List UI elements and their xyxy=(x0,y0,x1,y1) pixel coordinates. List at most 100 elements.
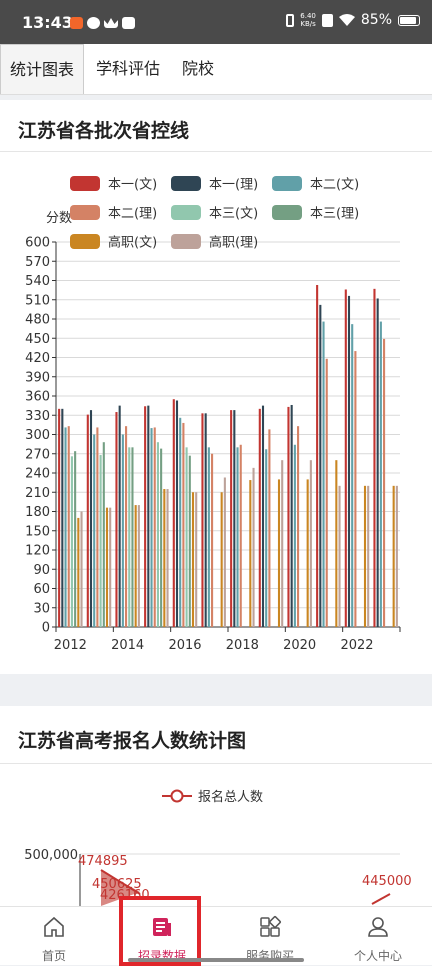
tab-charts[interactable]: 统计图表 xyxy=(0,44,84,94)
bar xyxy=(80,511,83,627)
bar xyxy=(166,489,169,627)
bar xyxy=(195,492,198,627)
y-tick-label: 210 xyxy=(25,486,50,501)
bar xyxy=(316,284,319,627)
battery-icon xyxy=(398,14,420,26)
bar xyxy=(188,455,191,627)
bar xyxy=(290,404,293,627)
bar xyxy=(211,453,214,627)
home-indicator xyxy=(128,958,304,962)
y-tick-label: 300 xyxy=(25,428,50,443)
bar xyxy=(268,429,271,627)
legend-swatch xyxy=(70,205,100,220)
bar xyxy=(201,413,204,627)
bar xyxy=(367,485,370,627)
bar xyxy=(147,405,150,627)
bar xyxy=(373,288,376,627)
bar xyxy=(128,447,131,627)
battery-level: 85% xyxy=(360,12,392,28)
bar xyxy=(93,434,96,627)
bar xyxy=(125,426,128,627)
bar xyxy=(383,338,386,627)
line-chart-legend[interactable]: 报名总人数 xyxy=(162,786,263,805)
tab-discipline-evaluation[interactable]: 学科评估 xyxy=(95,59,160,78)
bar xyxy=(115,412,118,627)
bar xyxy=(233,410,236,627)
bar xyxy=(160,448,163,627)
bar xyxy=(258,408,261,627)
bar xyxy=(131,447,134,627)
legend-swatch xyxy=(171,176,201,191)
nav-home[interactable]: 首页 xyxy=(0,907,108,965)
bar xyxy=(277,479,281,627)
y-tick-label: 600 xyxy=(25,236,50,251)
top-tab-bar: 统计图表 学科评估 院校 xyxy=(0,44,432,95)
highlight-box xyxy=(119,896,201,966)
crown-icon xyxy=(104,18,118,28)
notification-app-icon xyxy=(70,17,83,29)
bar xyxy=(325,358,328,627)
bar xyxy=(153,427,156,627)
bar xyxy=(395,485,398,627)
bar xyxy=(182,422,185,627)
bar xyxy=(351,324,354,627)
data-label: 450625 xyxy=(92,877,142,892)
nav-label: 个人中心 xyxy=(353,949,402,963)
y-tick-label: 480 xyxy=(25,313,50,328)
bar xyxy=(67,426,70,627)
bar xyxy=(64,427,67,627)
y-tick-label: 510 xyxy=(25,293,50,308)
bar xyxy=(204,413,207,627)
nav-profile[interactable]: 个人中心 xyxy=(324,907,432,965)
status-bar: 13:43 6.40 KB/s 85% xyxy=(0,0,432,44)
legend-label: 本二(文) xyxy=(310,178,359,193)
legend-label: 本一(理) xyxy=(209,178,258,193)
home-icon xyxy=(44,916,64,937)
legend-swatch xyxy=(171,205,201,220)
y-tick-label: 360 xyxy=(25,390,50,405)
bar xyxy=(344,289,347,627)
data-label: 445000 xyxy=(362,874,412,889)
bar xyxy=(99,455,102,627)
bar xyxy=(121,434,124,627)
bar xyxy=(105,507,109,627)
bar xyxy=(319,304,322,627)
bar xyxy=(379,321,382,627)
legend-label: 高职(理) xyxy=(209,235,258,251)
y-axis-title: 分数 xyxy=(46,211,72,226)
bar xyxy=(175,400,179,627)
bar xyxy=(392,485,395,627)
y-tick-label: 30 xyxy=(33,601,50,616)
y-tick-label: 420 xyxy=(25,351,50,366)
vibrate-icon xyxy=(286,13,295,27)
y-tick-label: 120 xyxy=(25,544,50,559)
area-shape xyxy=(101,870,140,906)
bar xyxy=(230,410,233,627)
bar xyxy=(249,480,252,627)
bar xyxy=(191,492,195,627)
bar-chart: 0 30 60 90 120 150 180 210 240 270 300 330 360 390 420… xyxy=(25,176,401,653)
bar xyxy=(335,460,338,627)
bar xyxy=(309,460,312,627)
bar xyxy=(281,460,284,627)
y-tick-label: 90 xyxy=(33,563,50,578)
bar xyxy=(150,428,153,627)
bar xyxy=(89,410,93,627)
wifi-icon xyxy=(338,13,355,26)
nav-services[interactable]: 服务购买 xyxy=(216,907,324,965)
tab-colleges[interactable]: 院校 xyxy=(181,59,214,78)
sim-icon xyxy=(321,13,333,27)
bar xyxy=(220,492,223,627)
legend-swatch xyxy=(171,234,201,249)
y-tick-label: 540 xyxy=(25,274,50,289)
y-tick-label: 180 xyxy=(25,505,50,520)
data-report-icon xyxy=(153,918,171,936)
bar xyxy=(109,507,112,627)
y-tick-label: 150 xyxy=(25,524,50,539)
legend-swatch xyxy=(272,176,302,191)
chart-card-title: 江苏省各批次省控线 xyxy=(18,120,190,142)
y-tick-label: 390 xyxy=(25,370,50,385)
series-line xyxy=(100,869,141,895)
bar xyxy=(86,414,89,627)
y-tick-label: 0 xyxy=(42,621,50,636)
